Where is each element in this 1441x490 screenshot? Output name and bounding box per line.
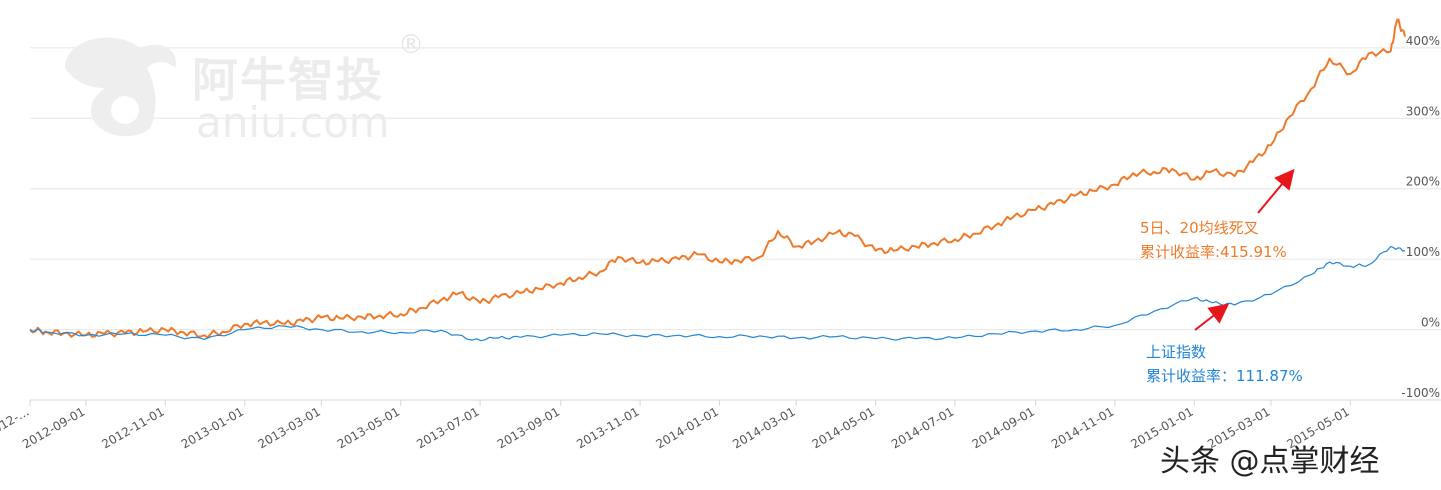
x-tick-label: 2013-09-01	[495, 404, 562, 451]
strategy-arrow-icon	[1257, 168, 1295, 214]
x-tick-label: 2012-09-01	[20, 404, 87, 451]
series-line-index	[29, 245, 1406, 342]
y-tick-label: -100%	[1401, 386, 1440, 400]
x-tick-label: 2013-05-01	[335, 404, 402, 451]
x-tick-label: 2014-03-01	[730, 404, 797, 451]
index-annotation-name: 上证指数	[1146, 343, 1207, 361]
strategy-annotation: 5日、20均线死叉 累计收益率:415.91%	[1140, 216, 1287, 264]
x-tick-label: 2014-05-01	[810, 404, 877, 451]
watermark-brand-en: aniu.com	[196, 98, 390, 147]
aniu-logo-icon	[55, 28, 185, 147]
x-tick-label: 2014-07-01	[889, 404, 956, 451]
index-annotation: 上证指数 累计收益率：111.87%	[1146, 340, 1303, 388]
strategy-annotation-return: 累计收益率:415.91%	[1140, 243, 1287, 261]
source-credit: 头条 @点掌财经	[1160, 444, 1380, 479]
series-line-strategy	[29, 18, 1406, 339]
strategy-annotation-name: 5日、20均线死叉	[1140, 219, 1259, 237]
x-tick-label: 2012-11-01	[99, 404, 166, 451]
y-tick-label: 400%	[1406, 34, 1440, 48]
x-tick-label: 2013-07-01	[414, 404, 481, 451]
x-tick-label: 2013-11-01	[574, 404, 641, 451]
y-tick-label: 200%	[1406, 175, 1440, 189]
x-tick-label: 2013-03-01	[255, 404, 322, 451]
y-tick-label: 100%	[1406, 245, 1440, 259]
x-tick-label: 2014-01-01	[654, 404, 721, 451]
watermark-brand-cn: 阿牛智投	[192, 53, 384, 107]
y-tick-label: 0%	[1421, 316, 1440, 330]
y-tick-label: 300%	[1406, 104, 1440, 118]
watermark-registered-mark: ®	[398, 30, 424, 60]
x-tick-label: 2014-11-01	[1049, 404, 1116, 451]
index-annotation-return: 累计收益率：111.87%	[1146, 367, 1303, 385]
index-arrow-icon	[1194, 303, 1230, 331]
x-tick-label: 2014-09-01	[970, 404, 1037, 451]
x-tick-label: 2013-01-01	[179, 404, 246, 451]
